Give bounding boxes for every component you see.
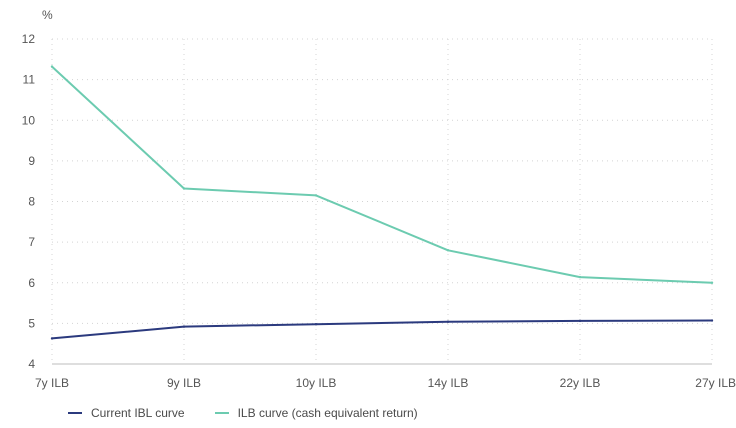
- data-point-series-0: [182, 325, 186, 328]
- data-point-series-1: [710, 281, 714, 284]
- data-point-series-1: [182, 187, 186, 190]
- legend-item-current-ibl: Current IBL curve: [68, 406, 185, 420]
- legend-swatch-current-ibl: [68, 412, 82, 414]
- y-tick-label: 9: [28, 154, 35, 168]
- y-tick-label: 11: [23, 73, 36, 87]
- legend-label-current-ibl: Current IBL curve: [91, 406, 185, 420]
- data-point-series-0: [314, 322, 318, 326]
- series-line-0: [51, 319, 713, 340]
- data-point-series-0: [446, 320, 450, 323]
- x-tick-label: 7y ILB: [35, 376, 69, 390]
- y-tick-label: 4: [28, 357, 35, 371]
- y-tick-label: 7: [28, 235, 35, 249]
- y-tick-label: 8: [28, 195, 35, 209]
- y-tick-label: 12: [22, 32, 36, 46]
- data-point-series-1: [578, 275, 582, 279]
- x-tick-label: 27y ILB: [695, 376, 736, 390]
- y-unit-label: %: [42, 8, 53, 22]
- series-line-1: [51, 65, 713, 284]
- data-point-series-1: [446, 249, 450, 252]
- legend-label-ilb-curve: ILB curve (cash equivalent return): [237, 406, 418, 420]
- legend-swatch-ilb-curve: [214, 412, 229, 414]
- y-tick-label: 6: [28, 276, 35, 290]
- data-point-series-0: [50, 337, 54, 340]
- x-tick-label: 22y ILB: [560, 376, 601, 390]
- line-chart: 4 5 6 7 8 9 10 11 12% 7y ILB 9y ILB 10y ILB 14y ILB 2…: [22, 8, 736, 390]
- data-point-series-1: [314, 194, 318, 197]
- data-point-series-0: [578, 319, 582, 323]
- legend: Current IBL curve ILB curve (cash equiva…: [68, 406, 418, 420]
- x-tick-label: 14y ILB: [428, 376, 469, 390]
- legend-item-ilb-curve: ILB curve (cash equivalent return): [214, 406, 418, 420]
- x-tick-label: 9y ILB: [167, 376, 201, 390]
- data-point-series-0: [710, 319, 714, 322]
- y-tick-label: 10: [22, 113, 36, 127]
- y-tick-label: 5: [28, 316, 35, 330]
- x-tick-label: 10y ILB: [296, 376, 337, 390]
- data-point-series-1: [50, 65, 54, 68]
